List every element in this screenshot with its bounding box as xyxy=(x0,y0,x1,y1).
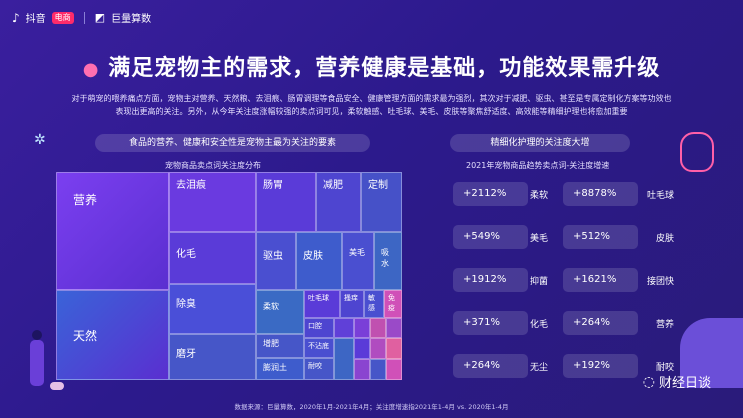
description: 对于萌宠的喂养痛点方面，宠物主对营养、天然粮、去泪痕、肠胃调理等食品安全、健康管… xyxy=(20,92,723,118)
treemap-cell-small-f xyxy=(354,338,370,359)
treemap-cell-quleihen: 去泪痕 xyxy=(169,172,256,232)
growth-value-left-1: +2112% xyxy=(453,182,528,206)
treemap-cell-mianmian: 免疫 xyxy=(384,290,402,318)
treemap-cell-small-c xyxy=(370,318,386,338)
growth-label-right-2: 皮肤 xyxy=(655,234,674,244)
treemap-cell-pifu: 皮肤 xyxy=(296,232,342,290)
treemap-cell-small-i xyxy=(354,359,370,380)
treemap-cell-tumaoqiu: 吐毛球 xyxy=(304,290,340,318)
treemap-cell-baozao: 搔痒 xyxy=(340,290,364,318)
treemap-cell-small-d xyxy=(386,318,402,338)
brand-badge: 电商 xyxy=(51,11,74,24)
growth-label-left-5: 无尘 xyxy=(529,363,548,373)
treemap-cell-naiyao: 耐咬 xyxy=(304,358,334,380)
treemap-cell-kouchou: 口腔 xyxy=(304,318,334,338)
treemap-cell-small-b xyxy=(354,318,370,338)
brand-douyin: 抖音 xyxy=(25,14,46,25)
treemap-cell-small-h xyxy=(386,338,402,359)
dog-illustration-icon xyxy=(680,318,743,388)
growth-label-right-1: 吐毛球 xyxy=(646,191,674,201)
treemap-cell-dingzhi: 定制 xyxy=(361,172,402,232)
description-line-1: 对于萌宠的喂养痛点方面，宠物主对营养、天然粮、去泪痕、肠胃调理等食品安全、健康管… xyxy=(71,94,672,103)
growth-chart-title: 2021年宠物商品趋势卖点词-关注度增速 xyxy=(466,161,610,170)
growth-label-left-3: 抑菌 xyxy=(529,277,548,287)
left-section-banner: 食品的营养、健康和安全性是宠物主最为关注的要素 xyxy=(95,134,370,152)
treemap-cell-chuchou: 除臭 xyxy=(169,284,256,334)
right-section-banner: 精细化护理的关注度大增 xyxy=(450,134,630,152)
growth-value-right-5: +192% xyxy=(563,354,638,378)
cat-illustration-icon xyxy=(50,382,64,390)
treemap-cell-minggan: 敏感 xyxy=(364,290,384,318)
treemap-cell-small-j xyxy=(370,359,386,380)
treemap-cell-jianfei: 减肥 xyxy=(316,172,361,232)
treemap-title: 宠物商品卖点词关注度分布 xyxy=(165,161,261,170)
footer-source: 数据来源：巨量算数，2020年1月-2021年4月；关注度增速指2021年1-4… xyxy=(234,403,509,411)
watermark: ◌ 财经日谈 xyxy=(642,372,711,392)
growth-value-right-4: +264% xyxy=(563,311,638,335)
growth-value-left-4: +371% xyxy=(453,311,528,335)
treemap-cell-pengrunshi: 膨润土 xyxy=(256,358,304,380)
treemap-cell-small-g xyxy=(370,338,386,359)
growth-value-left-5: +264% xyxy=(453,354,528,378)
growth-value-right-1: +8878% xyxy=(563,182,638,206)
growth-value-right-3: +1621% xyxy=(563,268,638,292)
treemap: 营养 天然 去泪痕 化毛 除臭 磨牙 肠胃 减肥 定制 驱虫 皮肤 美毛 吸水 … xyxy=(56,172,402,380)
growth-label-right-3: 接团快 xyxy=(646,277,674,287)
douyin-logo-icon: ♪ xyxy=(12,10,20,25)
treemap-cell-zengfei: 增肥 xyxy=(256,334,304,358)
growth-label-right-4: 营养 xyxy=(655,320,674,330)
description-line-2: 表现出更高的关注。另外，从今年关注度涨幅较强的卖点词可见，柔软触感、吐毛球、美毛… xyxy=(115,107,628,116)
watermark-text: 财经日谈 xyxy=(658,376,711,391)
juliang-logo-icon: ◩ xyxy=(94,11,106,24)
wechat-icon: ◌ xyxy=(642,373,655,390)
treemap-cell-xishui: 吸水 xyxy=(374,232,402,290)
treemap-cell-huamao: 化毛 xyxy=(169,232,256,284)
page-title-text: 满足宠物主的需求，营养健康是基础，功能效果需升级 xyxy=(108,56,661,81)
treemap-cell-small-e xyxy=(334,338,354,380)
brand-juliang: 巨量算数 xyxy=(111,14,152,25)
treemap-cell-moya: 磨牙 xyxy=(169,334,256,380)
growth-label-left-1: 柔软 xyxy=(529,191,548,201)
sparkle-icon: ✲ xyxy=(34,132,46,148)
brand-bar: ♪ 抖音 电商 ◩ 巨量算数 xyxy=(12,10,152,26)
treemap-cell-small-k xyxy=(386,359,402,380)
treemap-cell-quchong: 驱虫 xyxy=(256,232,296,290)
treemap-cell-yingyang: 营养 xyxy=(56,172,169,290)
treemap-cell-rouruan: 柔软 xyxy=(256,290,304,334)
growth-label-left-4: 化毛 xyxy=(529,320,548,330)
growth-value-left-3: +1912% xyxy=(453,268,528,292)
treemap-cell-buzhanshou: 不沾底 xyxy=(304,338,334,358)
growth-value-left-2: +549% xyxy=(453,225,528,249)
paw-icon: ● xyxy=(82,59,100,80)
dog-outline-icon xyxy=(680,132,714,172)
person-illustration-icon xyxy=(28,330,46,386)
growth-label-left-2: 美毛 xyxy=(529,234,548,244)
treemap-cell-changwei: 肠胃 xyxy=(256,172,316,232)
growth-value-right-2: +512% xyxy=(563,225,638,249)
brand-separator xyxy=(83,11,85,24)
page-title: ● 满足宠物主的需求，营养健康是基础，功能效果需升级 xyxy=(0,50,743,82)
treemap-cell-tianran: 天然 xyxy=(56,290,169,380)
treemap-cell-meimao: 美毛 xyxy=(342,232,374,290)
growth-label-right-5: 耐咬 xyxy=(655,363,674,373)
treemap-cell-small-a xyxy=(334,318,354,338)
